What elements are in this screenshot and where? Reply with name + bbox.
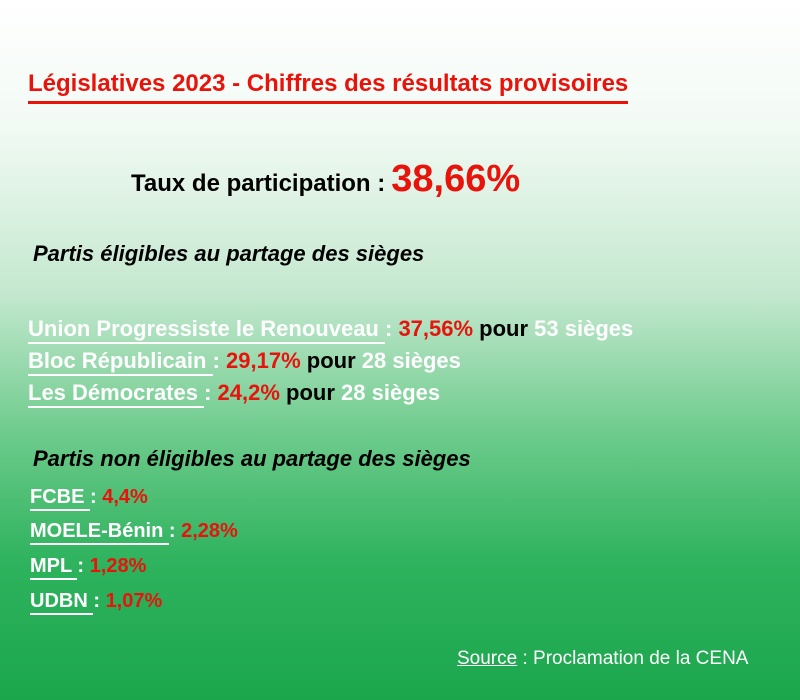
party-name: FCBE <box>30 486 90 511</box>
party-name: MPL <box>30 555 78 580</box>
source-text: : Proclamation de la CENA <box>517 648 749 669</box>
non-eligible-party-row: FCBE : 4,4% <box>30 486 148 511</box>
party-percentage: 1,07% <box>105 590 163 612</box>
party-percentage: 1,28% <box>89 555 147 577</box>
non-eligible-party-row: MPL : 1,28% <box>30 555 147 580</box>
participation-rate: Taux de participation :38,66% <box>131 158 520 201</box>
party-seats: 53 sièges <box>534 316 634 341</box>
eligible-party-row: Les Démocrates : 24,2% pour 28 sièges <box>28 380 441 408</box>
party-seats: 28 sièges <box>341 380 441 405</box>
non-eligible-heading: Partis non éligibles au partage des sièg… <box>33 446 471 471</box>
non-eligible-party-row: MOELE-Bénin : 2,28% <box>30 520 238 545</box>
party-name: MOELE-Bénin <box>30 520 169 545</box>
non-eligible-party-row: UDBN : 1,07% <box>30 590 163 615</box>
participation-label: Taux de participation : <box>131 170 386 197</box>
party-name: Bloc Républicain <box>28 348 213 376</box>
party-name: UDBN <box>30 590 94 615</box>
source-label: Source <box>457 648 518 669</box>
eligible-party-row: Union Progressiste le Renouveau : 37,56%… <box>28 316 634 344</box>
party-name: Les Démocrates <box>28 380 205 408</box>
party-percentage: 4,4% <box>102 486 148 508</box>
eligible-party-row: Bloc Républicain : 29,17% pour 28 sièges <box>28 348 461 376</box>
party-name: Union Progressiste le Renouveau <box>28 316 385 344</box>
eligible-heading: Partis éligibles au partage des sièges <box>33 241 425 266</box>
source-note: Source : Proclamation de la CENA <box>457 648 748 670</box>
party-seats: 28 sièges <box>361 348 461 373</box>
party-percentage: 24,2% <box>217 380 280 405</box>
page-title: Législatives 2023 - Chiffres des résulta… <box>28 70 629 104</box>
participation-value: 38,66% <box>391 158 521 200</box>
party-percentage: 29,17% <box>226 348 301 373</box>
party-percentage: 2,28% <box>181 520 238 542</box>
party-percentage: 37,56% <box>398 316 474 341</box>
